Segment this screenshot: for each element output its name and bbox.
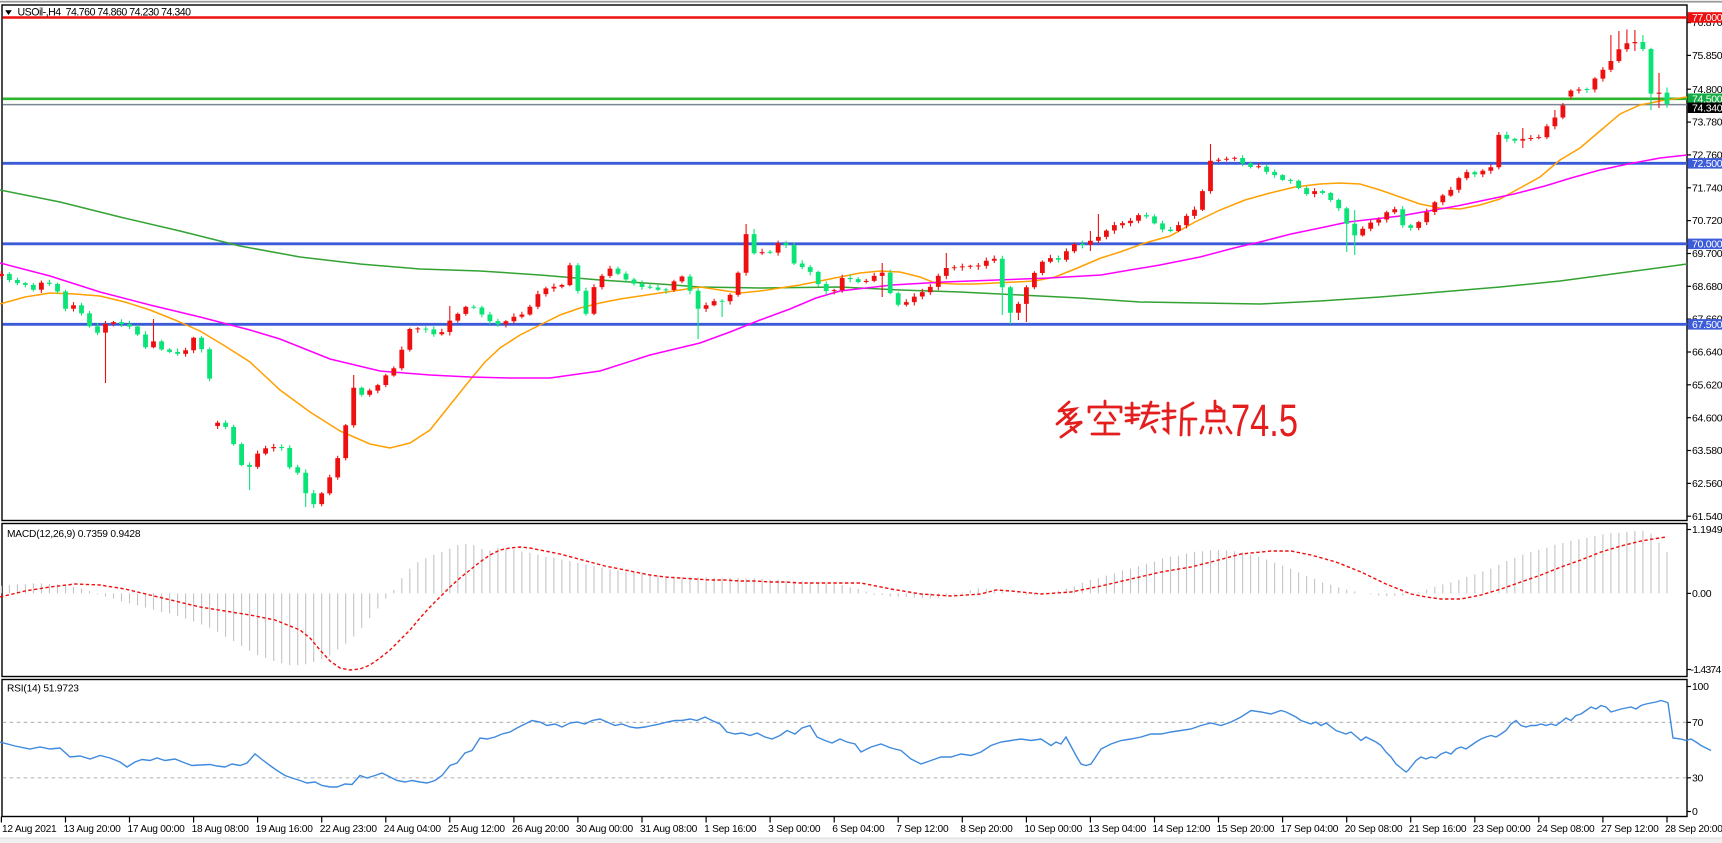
svg-text:30: 30 (1692, 772, 1704, 784)
svg-text:0: 0 (1692, 806, 1698, 818)
svg-text:3 Sep 00:00: 3 Sep 00:00 (768, 824, 821, 835)
svg-text:63.580: 63.580 (1692, 445, 1722, 457)
svg-text:72.500: 72.500 (1692, 158, 1722, 170)
svg-text:13 Sep 04:00: 13 Sep 04:00 (1088, 824, 1146, 835)
svg-text:1 Sep 16:00: 1 Sep 16:00 (704, 824, 757, 835)
svg-text:7 Sep 12:00: 7 Sep 12:00 (896, 824, 949, 835)
svg-text:74.340: 74.340 (1692, 102, 1722, 114)
svg-text:-1.4374: -1.4374 (1691, 664, 1722, 676)
svg-text:71.740: 71.740 (1692, 182, 1722, 194)
svg-text:74.5: 74.5 (1231, 395, 1298, 446)
svg-text:6 Sep 04:00: 6 Sep 04:00 (832, 824, 885, 835)
svg-text:67.500: 67.500 (1692, 319, 1722, 331)
svg-text:30 Aug 00:00: 30 Aug 00:00 (576, 824, 634, 835)
svg-text:23 Sep 00:00: 23 Sep 00:00 (1473, 824, 1531, 835)
svg-text:1.1949: 1.1949 (1692, 524, 1722, 536)
svg-text:14 Sep 12:00: 14 Sep 12:00 (1153, 824, 1211, 835)
svg-text:17 Aug 00:00: 17 Aug 00:00 (128, 824, 186, 835)
svg-text:17 Sep 04:00: 17 Sep 04:00 (1281, 824, 1339, 835)
svg-text:8 Sep 20:00: 8 Sep 20:00 (960, 824, 1013, 835)
svg-text:15 Sep 20:00: 15 Sep 20:00 (1217, 824, 1275, 835)
svg-text:100: 100 (1692, 681, 1709, 693)
svg-text:20 Sep 08:00: 20 Sep 08:00 (1345, 824, 1403, 835)
svg-text:70.000: 70.000 (1692, 238, 1722, 250)
svg-text:22 Aug 23:00: 22 Aug 23:00 (320, 824, 378, 835)
svg-text:26 Aug 20:00: 26 Aug 20:00 (512, 824, 570, 835)
svg-text:24 Sep 08:00: 24 Sep 08:00 (1537, 824, 1595, 835)
svg-text:21 Sep 16:00: 21 Sep 16:00 (1409, 824, 1467, 835)
svg-text:0.00: 0.00 (1692, 588, 1712, 600)
svg-text:19 Aug 16:00: 19 Aug 16:00 (256, 824, 314, 835)
svg-text:70.720: 70.720 (1692, 215, 1722, 227)
svg-text:24 Aug 04:00: 24 Aug 04:00 (384, 824, 442, 835)
svg-text:13 Aug 20:00: 13 Aug 20:00 (64, 824, 122, 835)
svg-text:64.600: 64.600 (1692, 412, 1722, 424)
svg-text:73.780: 73.780 (1692, 117, 1722, 129)
svg-text:75.850: 75.850 (1692, 50, 1722, 62)
svg-text:28 Sep 20:00: 28 Sep 20:00 (1665, 824, 1722, 835)
svg-text:70: 70 (1692, 717, 1704, 729)
svg-text:74.500: 74.500 (1692, 93, 1722, 105)
svg-text:68.680: 68.680 (1692, 281, 1722, 293)
svg-text:25 Aug 12:00: 25 Aug 12:00 (448, 824, 506, 835)
svg-text:18 Aug 08:00: 18 Aug 08:00 (192, 824, 250, 835)
svg-text:RSI(14) 51.9723: RSI(14) 51.9723 (7, 684, 79, 695)
svg-text:66.640: 66.640 (1692, 347, 1722, 359)
svg-text:12 Aug 2021: 12 Aug 2021 (2, 824, 57, 835)
svg-text:69.700: 69.700 (1692, 248, 1722, 260)
svg-text:10 Sep 00:00: 10 Sep 00:00 (1024, 824, 1082, 835)
svg-text:61.540: 61.540 (1692, 511, 1722, 523)
svg-text:65.620: 65.620 (1692, 379, 1722, 391)
svg-text:62.560: 62.560 (1692, 478, 1722, 490)
svg-text:MACD(12,26,9) 0.7359 0.9428: MACD(12,26,9) 0.7359 0.9428 (7, 529, 141, 540)
svg-text:USOil-,H4 74.760 74.860 74.23: USOil-,H4 74.760 74.860 74.230 74.340 (18, 7, 192, 19)
svg-text:31 Aug 08:00: 31 Aug 08:00 (640, 824, 698, 835)
svg-text:27 Sep 12:00: 27 Sep 12:00 (1601, 824, 1659, 835)
svg-text:74.800: 74.800 (1692, 84, 1722, 96)
svg-text:77.000: 77.000 (1692, 12, 1722, 24)
